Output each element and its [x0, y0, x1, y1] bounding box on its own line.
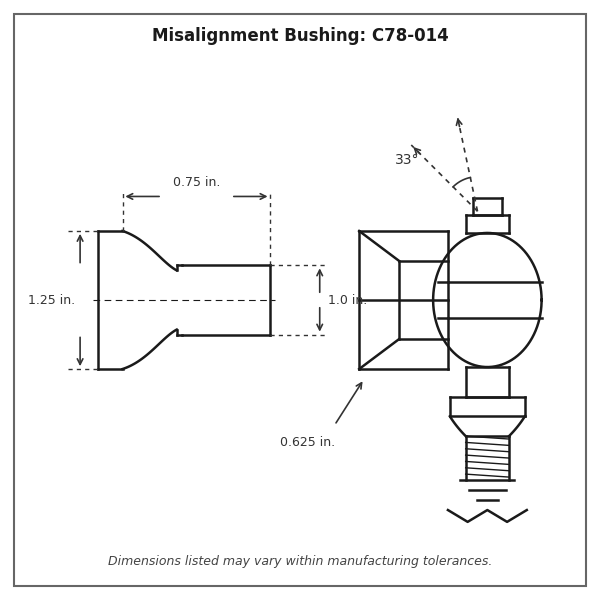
Text: 1.0 in.: 1.0 in. [328, 293, 367, 307]
Text: 1.25 in.: 1.25 in. [28, 293, 75, 307]
Text: Dimensions listed may vary within manufacturing tolerances.: Dimensions listed may vary within manufa… [108, 555, 492, 568]
Text: 33°: 33° [395, 153, 420, 167]
Text: 0.75 in.: 0.75 in. [173, 176, 220, 188]
Text: 0.625 in.: 0.625 in. [280, 436, 335, 449]
Text: Misalignment Bushing: C78-014: Misalignment Bushing: C78-014 [152, 27, 448, 45]
